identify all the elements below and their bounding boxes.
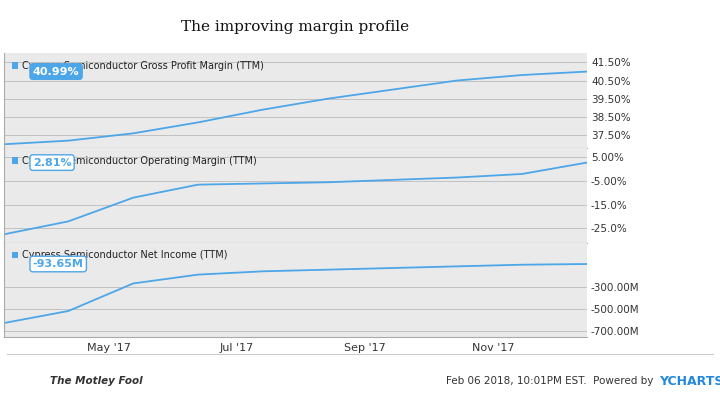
Text: The Motley Fool: The Motley Fool (50, 376, 143, 386)
Text: 40.99%: 40.99% (33, 67, 79, 76)
Text: 2.81%: 2.81% (33, 157, 71, 168)
Text: Feb 06 2018, 10:01PM EST.  Powered by: Feb 06 2018, 10:01PM EST. Powered by (446, 376, 657, 386)
Legend: Cypress Semiconductor Operating Margin (TTM): Cypress Semiconductor Operating Margin (… (9, 154, 259, 168)
Text: The improving margin profile: The improving margin profile (181, 20, 409, 34)
Text: -93.65M: -93.65M (33, 259, 84, 269)
Legend: Cypress Semiconductor Net Income (TTM): Cypress Semiconductor Net Income (TTM) (9, 249, 230, 262)
Legend: Cypress Semiconductor Gross Profit Margin (TTM): Cypress Semiconductor Gross Profit Margi… (9, 59, 266, 73)
Text: YCHARTS: YCHARTS (659, 375, 720, 388)
